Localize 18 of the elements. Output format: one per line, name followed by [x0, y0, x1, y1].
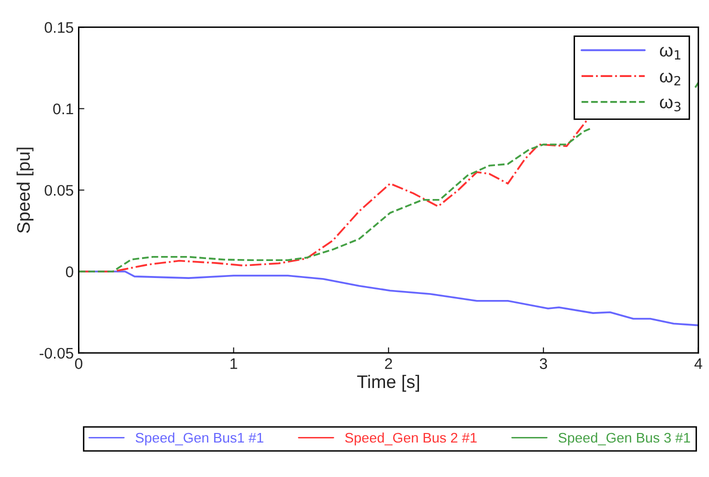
text: Speed_Gen Bus1 #1 — [136, 432, 264, 446]
y-tick-label: 0.05 — [44, 184, 74, 196]
x-tick-label: 2 — [385, 358, 392, 369]
x-tick-label: 4 — [694, 358, 702, 369]
y-tick-label: -0.05 — [40, 348, 74, 359]
x-axis-title: Time [s] — [357, 374, 420, 392]
y-tick-label: 0.1 — [53, 104, 74, 114]
legend-label: ω$_{1}$ — [660, 46, 680, 60]
legend-label: ω$_{3}$ — [660, 98, 680, 112]
y-tick-label: 0.15 — [44, 22, 74, 33]
y-axis-title: Speed [pu] — [16, 148, 34, 233]
y-tick-label: 0 — [66, 266, 74, 278]
x-tick-label: 3 — [540, 358, 548, 370]
legend-label: ω$_{2}$ — [660, 72, 680, 86]
text: Speed_Gen Bus 3 #1 — [558, 432, 690, 446]
x-tick-label: 1 — [230, 358, 238, 369]
text: Speed_Gen Bus 2 #1 — [345, 432, 477, 446]
x-tick-label: 0 — [75, 358, 82, 370]
